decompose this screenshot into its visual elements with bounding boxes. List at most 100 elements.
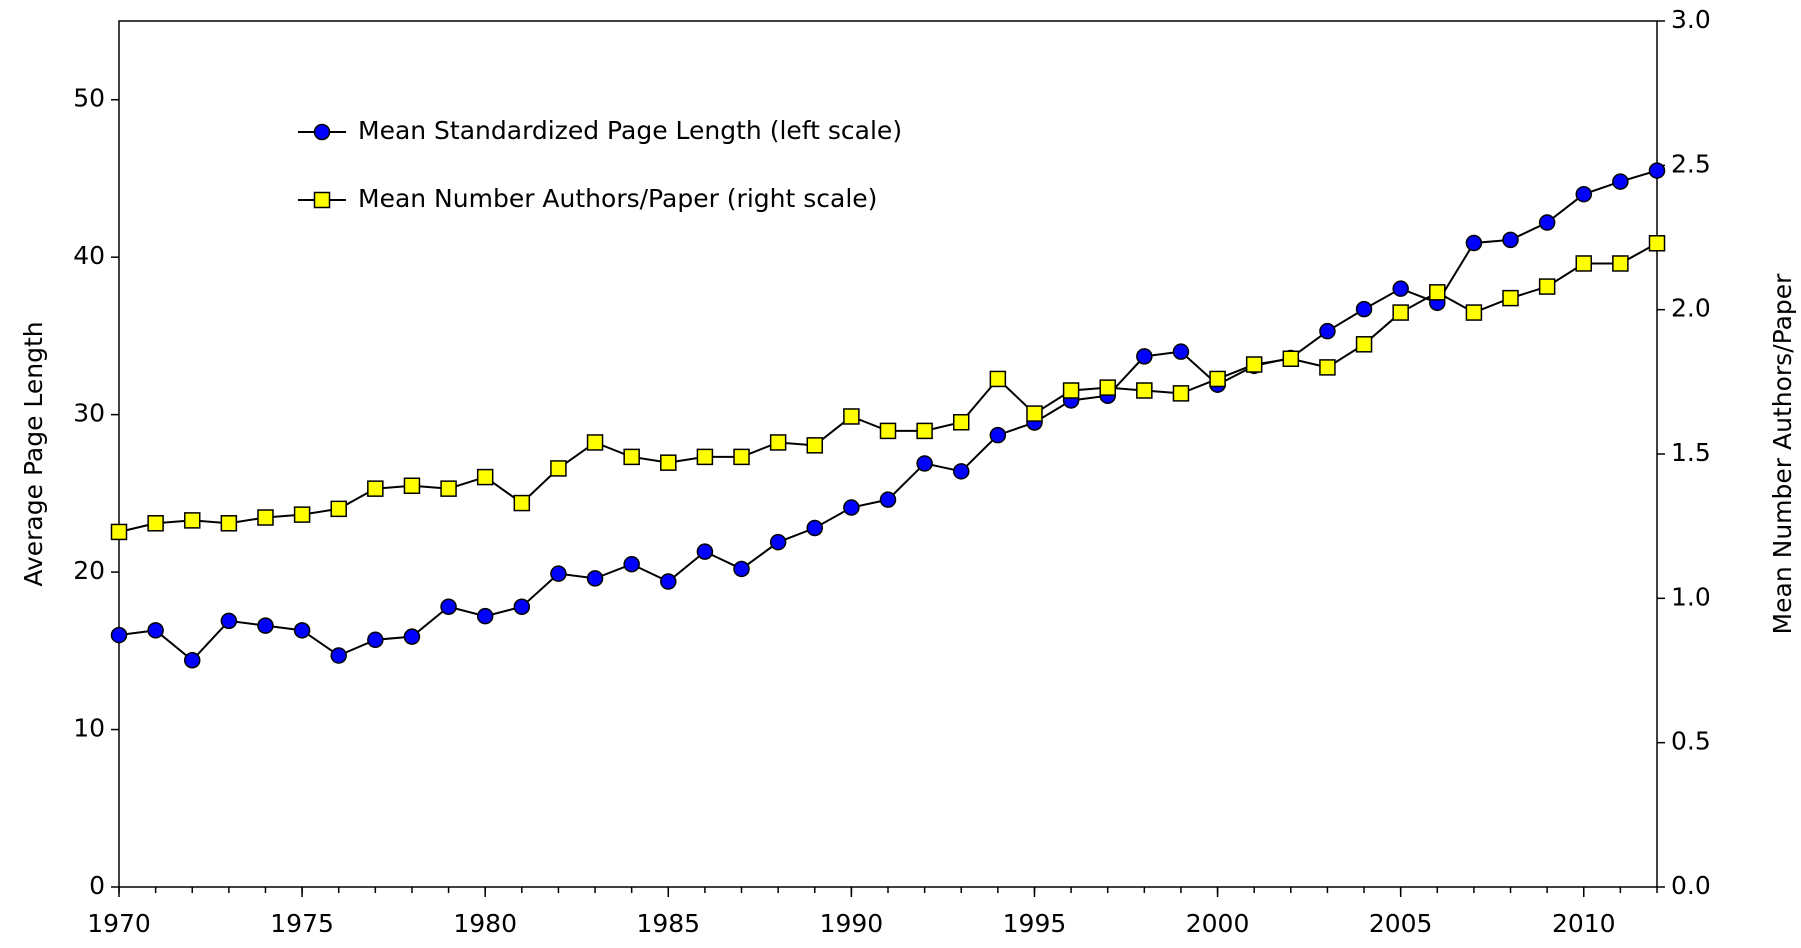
data-point — [1282, 350, 1300, 367]
x-tick-label: 1975 — [270, 909, 334, 938]
legend-label: Mean Number Authors/Paper (right scale) — [358, 184, 877, 213]
data-point — [1465, 304, 1483, 321]
data-point — [257, 617, 274, 634]
data-point — [293, 506, 311, 523]
data-point — [550, 460, 567, 477]
data-point — [1538, 214, 1556, 231]
y-tick-label: 0 — [89, 871, 105, 900]
data-point — [1575, 185, 1593, 203]
data-point — [1209, 370, 1226, 388]
data-point — [147, 622, 164, 639]
data-point — [1319, 359, 1336, 376]
data-point — [183, 512, 201, 529]
y-tick-label: 20 — [73, 556, 105, 585]
data-point — [769, 533, 787, 551]
data-point — [1172, 343, 1190, 360]
data-point — [916, 422, 933, 440]
data-point — [843, 499, 860, 516]
series-line — [118, 169, 1658, 662]
data-point — [1648, 162, 1666, 179]
data-point — [440, 598, 457, 615]
x-tick-label: 1980 — [453, 909, 517, 938]
data-point — [733, 560, 750, 578]
data-point — [952, 463, 970, 480]
y2-tick-label: 2.0 — [1671, 294, 1711, 323]
data-point — [1136, 382, 1153, 399]
data-point — [550, 565, 567, 582]
data-point — [843, 408, 860, 425]
data-point — [330, 647, 347, 664]
data-point — [1648, 235, 1666, 252]
data-point — [513, 598, 531, 615]
data-point — [220, 612, 238, 630]
data-point — [879, 422, 897, 440]
data-point — [147, 515, 164, 532]
data-point — [952, 413, 970, 431]
data-point — [476, 468, 494, 486]
data-point — [1319, 322, 1336, 340]
data-point — [989, 370, 1007, 388]
series-line — [118, 242, 1658, 533]
y-tick-label: 30 — [73, 399, 105, 428]
y-axis-label: Average Page Length — [19, 321, 48, 586]
data-point — [293, 622, 311, 639]
data-point — [879, 491, 897, 508]
y-tick-label: 40 — [73, 241, 105, 270]
data-point — [1502, 231, 1519, 249]
data-point — [1172, 385, 1190, 402]
data-point — [696, 543, 714, 560]
y-tick-label: 50 — [73, 84, 105, 113]
data-point — [1612, 255, 1629, 272]
data-point — [586, 434, 604, 451]
data-point — [1612, 173, 1629, 190]
data-point — [1575, 255, 1593, 272]
data-point — [586, 570, 604, 587]
data-point — [183, 652, 201, 669]
data-point — [403, 477, 421, 495]
data-point — [660, 454, 677, 471]
data-point — [1465, 234, 1483, 252]
data-point — [1062, 382, 1080, 399]
data-point — [769, 434, 787, 451]
data-point — [916, 455, 933, 472]
x-tick-label: 2000 — [1186, 909, 1250, 938]
data-point — [806, 519, 824, 537]
x-tick-label: 2010 — [1552, 909, 1616, 938]
data-point — [1026, 405, 1043, 422]
data-point — [623, 448, 640, 466]
y-tick-label: 10 — [73, 714, 105, 743]
data-point — [989, 426, 1007, 444]
x-tick-label: 2005 — [1369, 909, 1433, 938]
data-point — [440, 480, 457, 497]
data-point — [1136, 348, 1153, 365]
y2-tick-label: 3.0 — [1671, 5, 1711, 34]
x-tick-label: 1985 — [636, 909, 700, 938]
x-tick-label: 1970 — [87, 909, 151, 938]
data-point — [1245, 356, 1263, 373]
y2-tick-label: 0.0 — [1671, 871, 1711, 900]
x-tick-label: 1995 — [1003, 909, 1067, 938]
plot-frame — [118, 20, 1658, 888]
y2-tick-label: 0.5 — [1671, 727, 1711, 756]
data-point — [330, 500, 347, 518]
data-point — [367, 480, 384, 497]
data-point — [1355, 336, 1373, 353]
data-point — [733, 448, 750, 466]
data-point — [1392, 280, 1409, 297]
y2-tick-label: 1.0 — [1671, 582, 1711, 611]
data-point — [110, 626, 128, 644]
data-point — [476, 607, 494, 625]
data-point — [1429, 284, 1446, 301]
data-point — [1502, 289, 1519, 307]
data-point — [1392, 304, 1409, 321]
x-tick-label: 1990 — [820, 909, 884, 938]
data-point — [1355, 300, 1373, 318]
y2-tick-label: 2.5 — [1671, 149, 1711, 178]
y2-tick-label: 1.5 — [1671, 438, 1711, 467]
data-point — [403, 628, 421, 645]
data-point — [1538, 278, 1556, 295]
data-point — [623, 555, 640, 573]
data-point — [110, 523, 128, 541]
data-point — [696, 448, 714, 466]
data-point — [1099, 379, 1116, 396]
